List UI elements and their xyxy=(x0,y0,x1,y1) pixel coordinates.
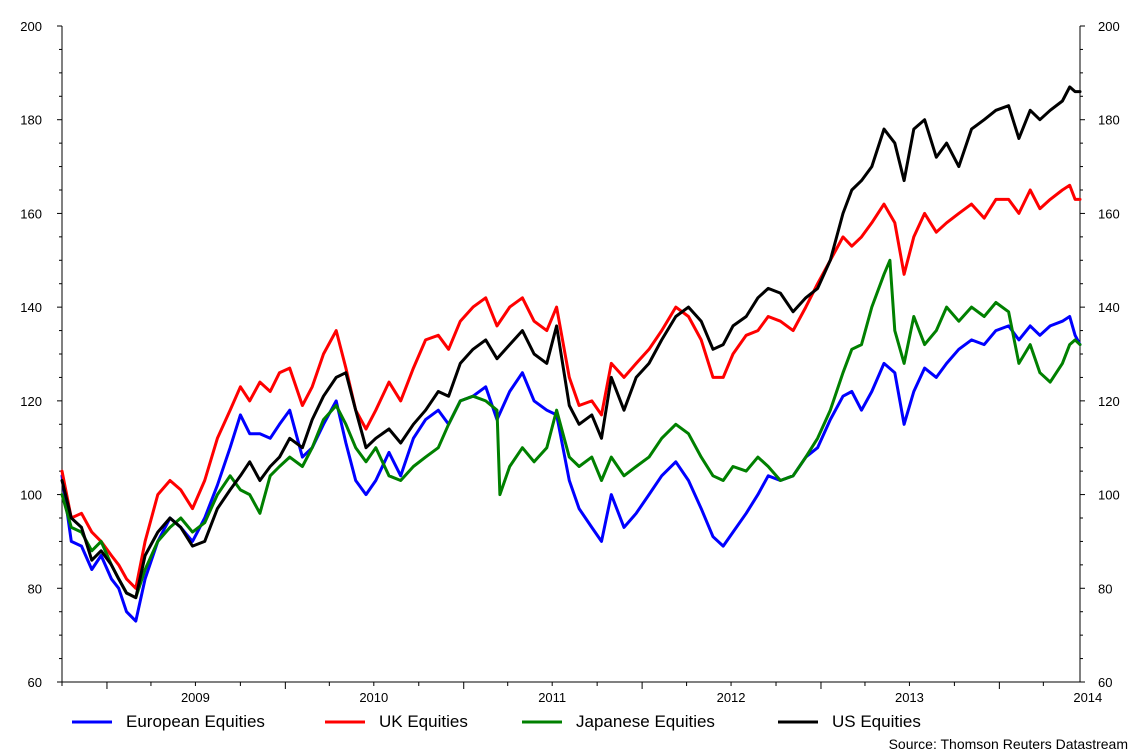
y-tick-label-right: 180 xyxy=(1098,113,1120,128)
legend-label-us-equities: US Equities xyxy=(832,712,921,731)
source-note: Source: Thomson Reuters Datastream xyxy=(889,736,1128,752)
series-line-japanese-equities xyxy=(60,258,1082,600)
y-tick-label-left: 140 xyxy=(20,300,42,315)
y-tick-label-left: 160 xyxy=(20,206,42,221)
series-line-european-equities xyxy=(60,315,1082,623)
series-line-uk-equities xyxy=(60,183,1082,590)
y-ticks: 60 60 80 80 100 100 120 120 140 140 160 160 180 180 20… xyxy=(20,19,1119,690)
y-tick-label-right: 60 xyxy=(1098,675,1112,690)
y-tick-label-left: 120 xyxy=(20,394,42,409)
x-tick-label: 2011 xyxy=(538,690,566,705)
y-tick-label-right: 140 xyxy=(1098,300,1120,315)
y-tick-label-left: 100 xyxy=(20,488,42,503)
y-tick-label-right: 200 xyxy=(1098,19,1120,34)
y-tick-label-left: 80 xyxy=(28,581,42,596)
y-tick-label-right: 100 xyxy=(1098,488,1120,503)
y-tick-label-right: 160 xyxy=(1098,206,1120,221)
x-tick-label: 2013 xyxy=(895,690,924,705)
y-tick-label-left: 180 xyxy=(20,113,42,128)
y-tick-label-right: 80 xyxy=(1098,581,1112,596)
legend-label-uk-equities: UK Equities xyxy=(379,712,468,731)
x-tick-label: 2009 xyxy=(181,690,210,705)
series-line-us-equities xyxy=(60,85,1082,600)
x-tick-label: 2012 xyxy=(717,690,746,705)
x-tick-label: 2010 xyxy=(359,690,388,705)
legend-label-european-equities: European Equities xyxy=(126,712,265,731)
legend: European Equities UK Equities Japanese Equ… xyxy=(72,712,921,731)
y-tick-label-left: 60 xyxy=(28,675,42,690)
x-tick-label: 2014 xyxy=(1073,690,1102,705)
series-lines xyxy=(60,85,1082,623)
legend-label-japanese-equities: Japanese Equities xyxy=(576,712,715,731)
x-ticks: 2009 2010 2011 2012 2013 2014 xyxy=(61,682,1102,705)
y-tick-label-right: 120 xyxy=(1098,394,1120,409)
y-tick-label-left: 200 xyxy=(20,19,42,34)
